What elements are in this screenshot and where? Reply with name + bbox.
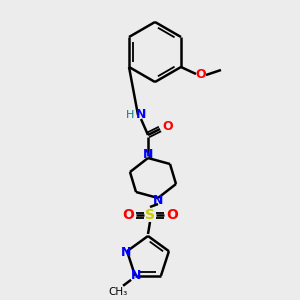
Text: N: N	[121, 246, 131, 259]
Text: N: N	[143, 148, 153, 161]
Text: CH₃: CH₃	[108, 287, 128, 297]
Text: O: O	[166, 208, 178, 222]
Text: O: O	[163, 121, 173, 134]
Text: N: N	[136, 109, 146, 122]
Text: O: O	[196, 68, 206, 82]
Text: H: H	[126, 110, 134, 120]
Text: S: S	[145, 208, 155, 222]
Text: N: N	[131, 269, 141, 282]
Text: O: O	[122, 208, 134, 222]
Text: N: N	[153, 194, 163, 208]
